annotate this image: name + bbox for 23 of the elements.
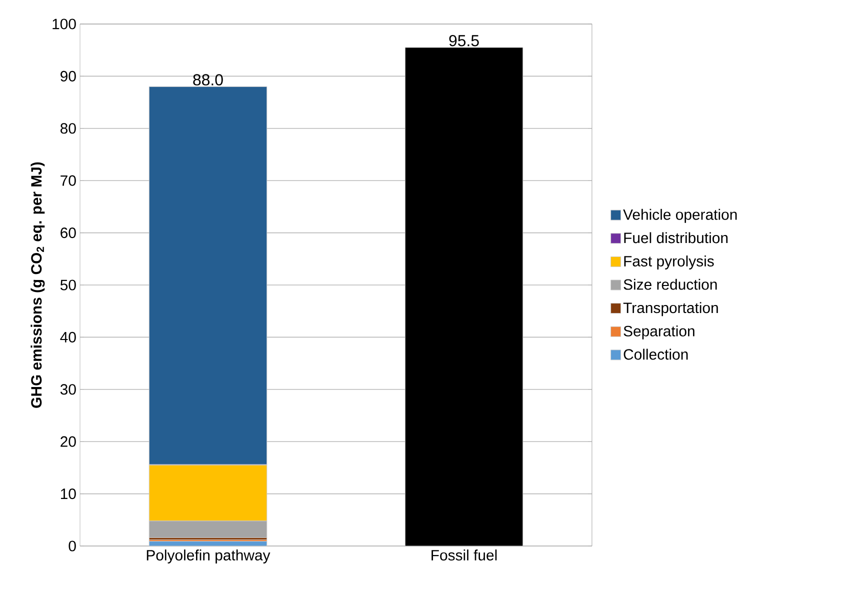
y-tick-label: 30 [60,384,76,395]
x-tick-label: Polyolefin pathway [146,550,270,564]
y-tick-label: 80 [60,123,76,134]
x-tick-label: Fossil fuel [432,550,497,560]
y-axis-title: GHG emissions (g CO$_{2}$ eq. per MJ) [30,162,45,408]
legend-label: Collection [624,348,688,360]
legend-label: Vehicle operation [623,208,737,223]
y-tick-label: 50 [60,280,76,290]
legend-label: Size reduction [624,278,717,290]
total-label: 95.5 [449,35,479,46]
y-tick-label: 90 [60,70,76,82]
y-tick-label: 20 [60,436,76,447]
legend-label: Transportation [623,302,718,316]
y-tick-label: 0 [68,540,76,552]
legend-label: Fuel distribution [624,232,728,244]
y-tick-label: 100 [52,18,76,30]
y-tick-label: 40 [60,332,76,342]
legend-label: Separation [624,325,694,340]
y-tick-label: 10 [61,488,76,500]
y-tick-label: 70 [60,175,76,186]
legend-label: Fast pyrolysis [624,256,714,270]
y-tick-label: 60 [60,228,76,238]
total-label: 88.0 [193,74,223,86]
